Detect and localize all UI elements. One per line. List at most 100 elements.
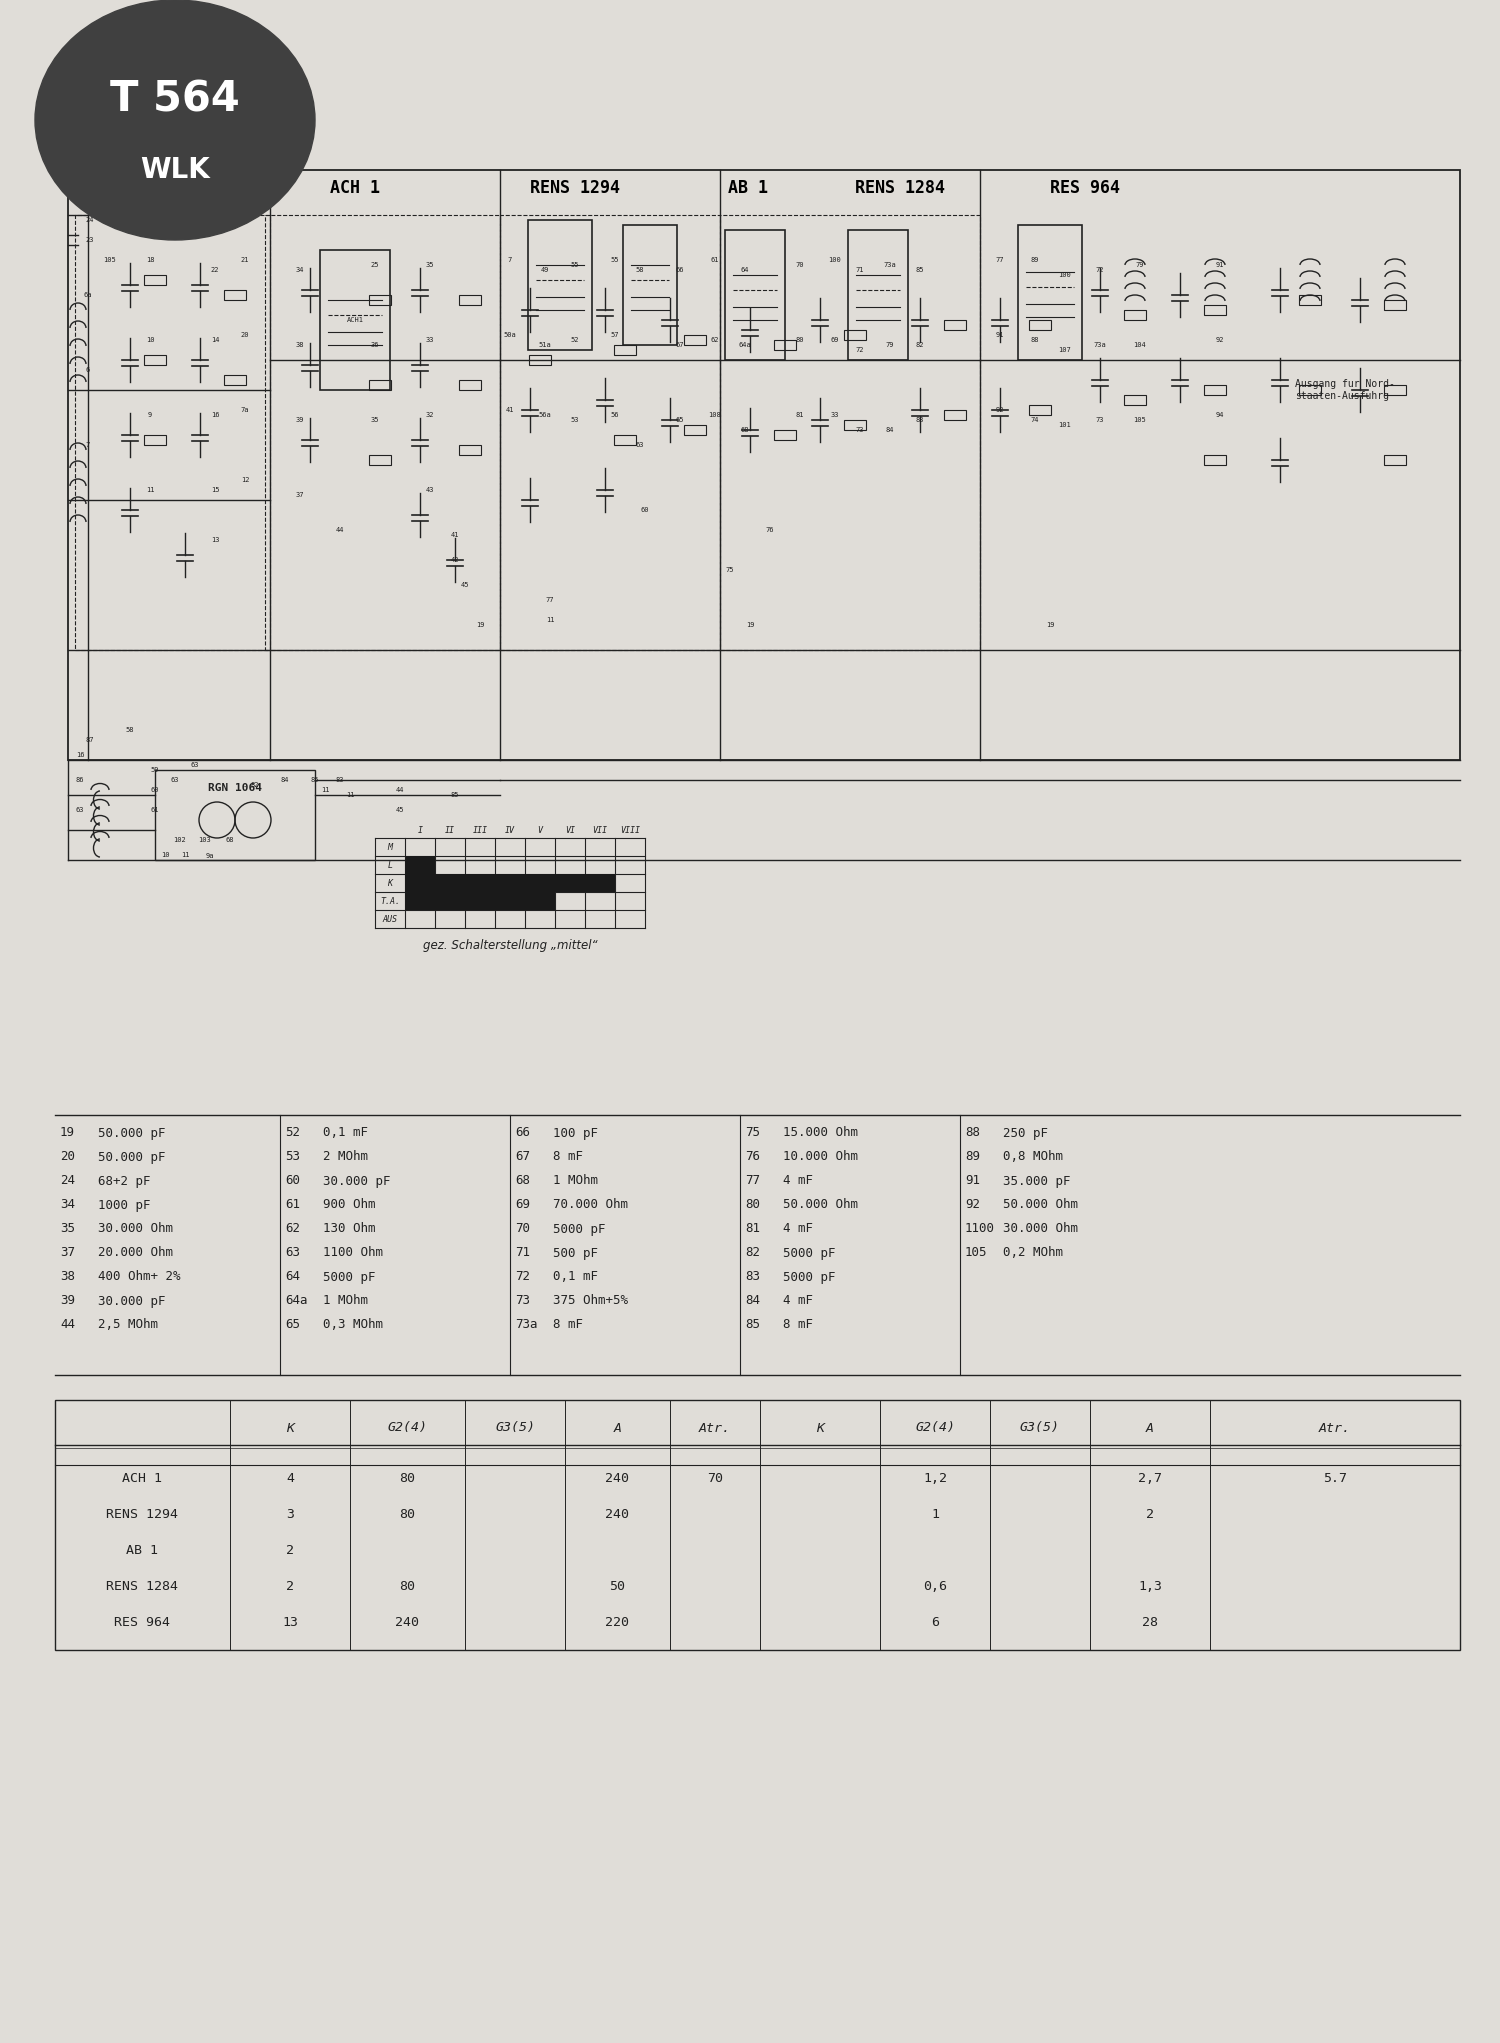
Bar <box>528 221 592 349</box>
Text: 0,8 MOhm: 0,8 MOhm <box>1004 1150 1064 1165</box>
Text: IV: IV <box>506 825 515 836</box>
Text: I: I <box>417 825 423 836</box>
Text: 63: 63 <box>75 807 84 813</box>
Text: 1000 pF: 1000 pF <box>98 1199 150 1211</box>
Text: 50.000 pF: 50.000 pF <box>98 1150 165 1165</box>
Text: 35.000 pF: 35.000 pF <box>1004 1175 1071 1187</box>
Text: 16: 16 <box>75 752 84 758</box>
Text: 101: 101 <box>1059 423 1071 427</box>
Text: 13: 13 <box>210 537 219 543</box>
Text: 100 pF: 100 pF <box>554 1126 598 1140</box>
Text: 11: 11 <box>345 793 354 799</box>
Text: T 564: T 564 <box>110 80 240 121</box>
Text: 1,2: 1,2 <box>922 1471 946 1485</box>
Bar <box>1299 384 1322 394</box>
Bar <box>495 874 525 893</box>
Bar <box>1124 394 1146 405</box>
Text: 42: 42 <box>450 558 459 564</box>
Bar <box>435 874 465 893</box>
Text: 1100 Ohm: 1100 Ohm <box>322 1246 382 1258</box>
Text: 82: 82 <box>746 1246 760 1258</box>
Bar <box>144 276 166 286</box>
Text: 30.000 pF: 30.000 pF <box>322 1175 390 1187</box>
Bar <box>614 435 636 445</box>
Text: 37: 37 <box>60 1246 75 1258</box>
Text: 102: 102 <box>174 838 186 844</box>
Text: 400 Ohm+ 2%: 400 Ohm+ 2% <box>98 1271 180 1283</box>
Text: 56a: 56a <box>538 413 552 419</box>
Text: L: L <box>387 860 393 870</box>
Bar <box>847 231 908 360</box>
Text: 240: 240 <box>606 1471 630 1485</box>
Text: 20: 20 <box>60 1150 75 1165</box>
Bar <box>405 856 435 874</box>
Text: G3(5): G3(5) <box>495 1422 536 1434</box>
Text: 1 MOhm: 1 MOhm <box>554 1175 598 1187</box>
Bar <box>720 215 980 650</box>
Bar <box>369 456 392 466</box>
Text: 60: 60 <box>640 507 650 513</box>
Text: 83: 83 <box>746 1271 760 1283</box>
Text: 61: 61 <box>285 1199 300 1211</box>
Text: RES 964: RES 964 <box>114 1616 171 1628</box>
Bar <box>369 294 392 304</box>
Bar <box>266 215 500 650</box>
Text: 28: 28 <box>1142 1616 1158 1628</box>
Text: 19: 19 <box>746 621 754 627</box>
Text: 0,1 mF: 0,1 mF <box>554 1271 598 1283</box>
Text: 50.000 pF: 50.000 pF <box>98 1126 165 1140</box>
Text: 85: 85 <box>915 268 924 274</box>
Text: 130 Ohm: 130 Ohm <box>322 1222 375 1236</box>
Text: 10.000 Ohm: 10.000 Ohm <box>783 1150 858 1165</box>
Text: 83: 83 <box>336 776 344 782</box>
Text: 77: 77 <box>546 597 555 603</box>
Text: 59: 59 <box>150 766 159 772</box>
Text: 103: 103 <box>198 838 211 844</box>
Text: 92: 92 <box>964 1199 980 1211</box>
Bar <box>144 355 166 366</box>
Text: RENS 1294: RENS 1294 <box>106 1508 178 1520</box>
Text: 100: 100 <box>1059 272 1071 278</box>
Text: 60: 60 <box>150 787 159 793</box>
Bar <box>465 874 495 893</box>
Bar <box>1384 456 1406 466</box>
Text: ACH 1: ACH 1 <box>123 1471 162 1485</box>
Text: 66: 66 <box>675 268 684 274</box>
Text: 24: 24 <box>86 217 94 223</box>
Text: 38: 38 <box>296 341 304 347</box>
Text: 65: 65 <box>285 1318 300 1332</box>
Bar <box>68 170 1460 760</box>
Text: 75: 75 <box>746 1126 760 1140</box>
Text: 68: 68 <box>514 1175 529 1187</box>
Bar <box>495 893 525 909</box>
Text: III: III <box>472 825 488 836</box>
Text: AB 1: AB 1 <box>728 180 768 196</box>
Text: 4 mF: 4 mF <box>783 1222 813 1236</box>
Text: 0,1 mF: 0,1 mF <box>322 1126 368 1140</box>
Text: 33: 33 <box>831 413 840 419</box>
Text: 77: 77 <box>746 1175 760 1187</box>
Text: 73: 73 <box>855 427 864 433</box>
Bar <box>56 1399 1460 1651</box>
Text: 35: 35 <box>60 1222 75 1236</box>
Text: 104: 104 <box>1134 341 1146 347</box>
Text: 20: 20 <box>240 333 249 337</box>
Text: K: K <box>286 1422 294 1434</box>
Text: 63: 63 <box>285 1246 300 1258</box>
Text: 61: 61 <box>150 807 159 813</box>
Text: 250 pF: 250 pF <box>1004 1126 1048 1140</box>
Bar <box>320 249 390 390</box>
Text: 88: 88 <box>1030 337 1039 343</box>
Text: 1 MOhm: 1 MOhm <box>322 1295 368 1308</box>
Text: 91: 91 <box>996 333 1005 337</box>
Text: G3(5): G3(5) <box>1020 1422 1060 1434</box>
Text: 76: 76 <box>765 527 774 533</box>
Text: 74: 74 <box>1030 417 1039 423</box>
Text: 0,3 MOhm: 0,3 MOhm <box>322 1318 382 1332</box>
Bar <box>369 380 392 390</box>
Text: 72: 72 <box>1095 268 1104 274</box>
Text: 105: 105 <box>104 257 117 264</box>
Text: 2: 2 <box>1146 1508 1154 1520</box>
Text: M: M <box>387 842 393 852</box>
Text: 30.000 Ohm: 30.000 Ohm <box>1004 1222 1078 1236</box>
